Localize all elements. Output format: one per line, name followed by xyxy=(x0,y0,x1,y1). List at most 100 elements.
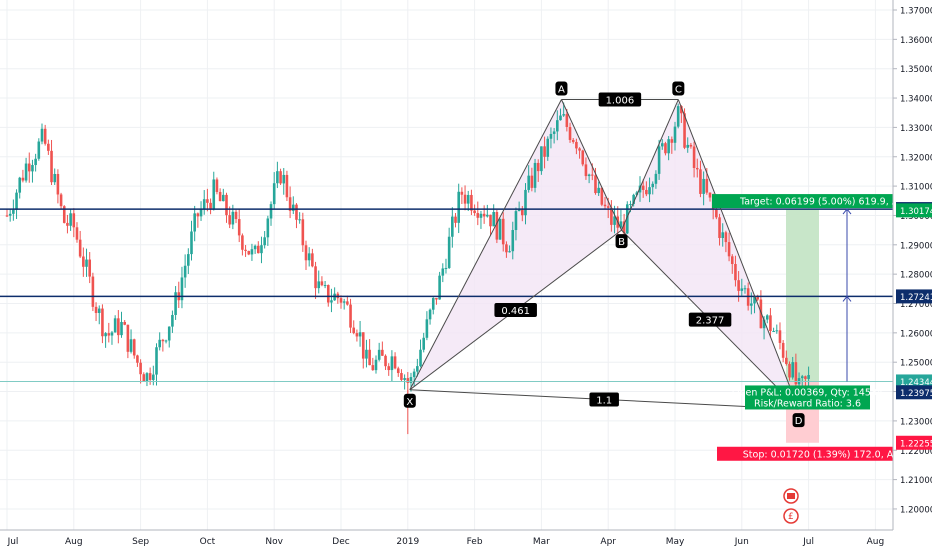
candle-body xyxy=(702,178,705,194)
candle-body xyxy=(110,332,114,336)
candle-body xyxy=(670,139,674,143)
ratio-label-bg xyxy=(494,302,537,317)
y-tick-label: 1.33000 xyxy=(900,124,932,134)
candle-body xyxy=(285,174,289,198)
candle-body xyxy=(686,144,690,148)
candle-body xyxy=(422,337,426,350)
candle-body xyxy=(78,239,82,257)
candle-body xyxy=(190,231,193,255)
candle-body xyxy=(237,219,241,236)
candle-body xyxy=(705,178,709,193)
candle-body xyxy=(263,237,266,246)
x-tick-label: Dec xyxy=(332,537,349,547)
x-tick-label: Sep xyxy=(132,537,149,547)
candle-body xyxy=(750,303,753,306)
gbp-icon-ring xyxy=(783,488,799,504)
candle-body xyxy=(199,208,203,217)
candle-body xyxy=(660,143,664,147)
candle-body xyxy=(374,359,378,371)
point-label-bg xyxy=(792,413,805,428)
candle-body xyxy=(575,141,578,149)
candle-body xyxy=(317,281,321,289)
candle-body xyxy=(396,368,400,374)
candle-body xyxy=(247,250,251,255)
candle-body xyxy=(352,327,356,334)
candle-body xyxy=(657,146,661,174)
candle-body xyxy=(425,319,429,338)
candle-body xyxy=(123,321,126,325)
candle-body xyxy=(511,230,515,252)
candle-body xyxy=(358,332,362,337)
candle-body xyxy=(148,373,152,380)
price-label-bg xyxy=(896,289,932,304)
candle-body xyxy=(734,264,737,281)
risk-reward-label: Risk/Reward Ratio: 3.6 xyxy=(754,398,861,409)
candle-body xyxy=(101,308,104,337)
candle-body xyxy=(97,308,101,313)
gbp-icon-ring-2 xyxy=(783,508,799,524)
pattern-leg-XA xyxy=(409,99,562,391)
candle-body xyxy=(517,209,521,212)
y-tick-label: 1.23000 xyxy=(900,417,932,427)
candle-body xyxy=(161,339,165,342)
candle-body xyxy=(536,162,540,172)
candle-body xyxy=(113,318,117,333)
candle-body xyxy=(91,276,95,307)
candle-body xyxy=(676,106,680,127)
candle-body xyxy=(571,139,575,142)
candle-body xyxy=(737,280,740,291)
point-label-X: X xyxy=(406,397,413,408)
candle-body xyxy=(727,242,731,257)
candle-body xyxy=(584,164,588,177)
point-label-bg xyxy=(615,234,628,249)
candle-body xyxy=(689,144,693,147)
candle-body xyxy=(85,259,88,267)
candle-body xyxy=(556,120,559,132)
candle-body xyxy=(132,339,136,356)
candle-body xyxy=(202,199,206,209)
point-label-C: C xyxy=(675,85,682,96)
candle-body xyxy=(482,213,486,217)
candle-body xyxy=(501,218,505,245)
candle-body xyxy=(460,191,464,195)
candle-body xyxy=(629,203,632,205)
candle-body xyxy=(136,355,139,363)
candle-body xyxy=(145,373,149,382)
candle-body xyxy=(495,211,499,240)
candle-body xyxy=(438,275,441,300)
y-tick-label: 1.31000 xyxy=(900,183,932,193)
y-axis: 1.37000 1.36000 1.35000 1.34000 1.33000 1.320… xyxy=(892,0,932,550)
candle-body xyxy=(241,235,244,250)
x-tick-label: Jul xyxy=(7,537,19,547)
candle-body xyxy=(291,204,295,211)
candle-body xyxy=(228,215,231,225)
candle-body xyxy=(778,330,782,343)
candle-body xyxy=(559,115,562,121)
candle-body xyxy=(311,253,314,267)
candle-body xyxy=(47,143,50,151)
candle-body xyxy=(562,114,565,116)
price-label-bg xyxy=(896,374,932,389)
candle-body xyxy=(419,349,422,367)
candle-body xyxy=(384,355,387,367)
arrow-to-target-head xyxy=(842,208,852,215)
candle-body xyxy=(301,219,305,246)
candle-body xyxy=(62,206,66,223)
candle-body xyxy=(753,296,756,304)
candle-body xyxy=(314,266,317,289)
candle-body xyxy=(260,245,263,254)
ratio-label-XB: 0.461 xyxy=(501,306,530,317)
candle-body xyxy=(152,374,155,380)
candle-body xyxy=(568,127,572,140)
candle-body xyxy=(772,330,775,332)
candle-body xyxy=(346,301,349,305)
candle-body xyxy=(765,315,769,320)
point-label-D: D xyxy=(795,416,803,427)
ratio-label-AC: 1.006 xyxy=(606,96,635,107)
candle-body xyxy=(654,173,658,184)
target-zone xyxy=(786,209,819,382)
x-tick-label: Mar xyxy=(533,537,550,547)
ratio-label-XD: 1.1 xyxy=(596,395,612,406)
